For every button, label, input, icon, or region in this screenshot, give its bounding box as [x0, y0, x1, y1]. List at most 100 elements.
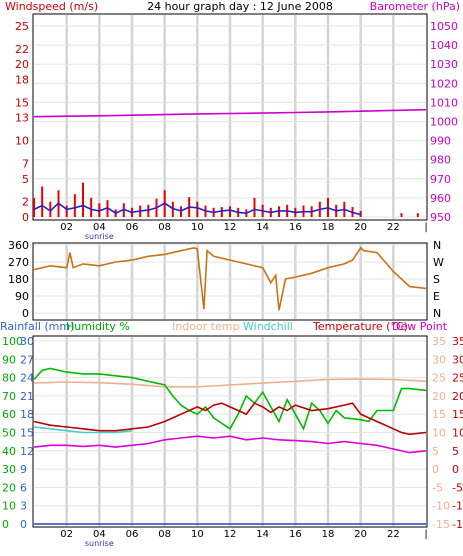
temperature-tick-label-right: 0: [452, 463, 459, 476]
temperature-tick-label-right: 5: [452, 445, 459, 458]
panel-wind-x-tick-label: 20: [354, 222, 367, 233]
temperature-tick-label-right: 35: [452, 335, 463, 348]
panel-temp-x-tick-label: 18: [322, 529, 335, 540]
panel-wind-x-tick-label: 16: [289, 222, 302, 233]
right-axis-title-barometer: Barometer (hPa): [370, 0, 460, 13]
humidity-tick-label: 100: [2, 335, 23, 348]
rainfall-tick-label: 27: [20, 353, 34, 366]
panel-temp-x-tick-label: 20: [354, 529, 367, 540]
windspeed-tick-label: 5: [22, 173, 29, 186]
rainfall-tick-label: 0: [20, 518, 27, 531]
temperature-tick-label-left: 35: [432, 335, 446, 348]
windspeed-tick-label: 2: [22, 196, 29, 209]
panel-wind-x-tick-mark: |: [424, 222, 427, 233]
legend-rainfall: Rainfall (mm): [0, 320, 74, 333]
panel-temp-x-tick-label: 14: [256, 529, 269, 540]
panel-temp-x-tick-label: 10: [191, 529, 204, 540]
windspeed-tick-label: 15: [15, 96, 29, 109]
temperature-tick-label-right: 15: [452, 408, 463, 421]
humidity-tick-label: 10: [2, 500, 16, 513]
compass-tick-label: E: [433, 290, 440, 303]
panel-temp-x-tick-label: 16: [289, 529, 302, 540]
humidity-tick-label: 60: [2, 408, 16, 421]
temperature-tick-label-left: -15: [432, 518, 450, 531]
barometer-tick-label: 1000: [430, 116, 458, 129]
rainfall-tick-label: 9: [20, 463, 27, 476]
panel-wind-x-tick-label: 12: [224, 222, 237, 233]
windspeed-tick-label: 10: [15, 135, 29, 148]
temperature-tick-label-left: 10: [432, 427, 446, 440]
barometer-tick-label: 1050: [430, 20, 458, 33]
humidity-tick-label: 40: [2, 445, 16, 458]
windspeed-tick-label: 20: [15, 58, 29, 71]
direction-tick-label: 360: [8, 239, 29, 252]
compass-tick-label: W: [433, 256, 444, 269]
panel-wind-x-tick-label: 18: [322, 222, 335, 233]
legend-windchill: Windchill: [243, 320, 293, 333]
temperature-tick-label-left: -10: [432, 500, 450, 513]
panel-wind-x-tick-label: 14: [256, 222, 269, 233]
panel-wind-x-tick-label: 22: [387, 222, 400, 233]
barometer-tick-label: 970: [430, 173, 451, 186]
temperature-tick-label-left: 15: [432, 408, 446, 421]
chart-title: 24 hour graph day : 12 June 2008: [147, 0, 333, 13]
barometer-tick-label: 1020: [430, 77, 458, 90]
panel-wind-x-tick-label: 02: [60, 222, 73, 233]
panel-temp-x-tick-label: 12: [224, 529, 237, 540]
panel-wind-x-tick-label: 06: [126, 222, 139, 233]
dew-point-line: [33, 435, 427, 454]
barometer-tick-label: 980: [430, 154, 451, 167]
rainfall-tick-label: 21: [20, 390, 34, 403]
legend-humidity: Humidity %: [66, 320, 130, 333]
windspeed-tick-label: 7: [22, 158, 29, 171]
panel-temp-x-tick-label: 02: [60, 529, 73, 540]
grid-lines: [34, 15, 426, 526]
legend-indoor-temp: Indoor temp: [172, 320, 239, 333]
data-series: [33, 108, 427, 525]
rainfall-tick-label: 18: [20, 408, 34, 421]
barometer-tick-label: 1040: [430, 39, 458, 52]
humidity-tick-label: 70: [2, 390, 16, 403]
left-axis-title-windspeed: Windspeed (m/s): [5, 0, 98, 13]
windchill-line: [33, 426, 133, 434]
windspeed-tick-label: 22: [15, 43, 29, 56]
legend-temperature: Temperature (°C): [312, 320, 408, 333]
humidity-tick-label: 30: [2, 463, 16, 476]
barometer-tick-label: 960: [430, 192, 451, 205]
rainfall-tick-label: 3: [20, 500, 27, 513]
rainfall-tick-label: 24: [20, 372, 34, 385]
rainfall-tick-label: 12: [20, 445, 34, 458]
panel-wind-x-tick-label: 10: [191, 222, 204, 233]
temperature-tick-label-left: 20: [432, 390, 446, 403]
humidity-tick-label: 90: [2, 353, 16, 366]
temperature-tick-label-left: 25: [432, 372, 446, 385]
temperature-tick-label-left: 0: [432, 463, 439, 476]
windspeed-tick-label: 25: [15, 20, 29, 33]
temperature-tick-label-right: -10: [452, 500, 463, 513]
panel-wind-x-tick-label: 04: [93, 222, 106, 233]
temperature-line: [33, 402, 427, 436]
rainfall-tick-label: 6: [20, 481, 27, 494]
legend-dew-point: Dew Point: [392, 320, 448, 333]
windspeed-line: [33, 202, 361, 216]
panel-temp-x-tick-mark: |: [424, 529, 427, 540]
panel-wind-x-tick-label: 08: [158, 222, 171, 233]
barometer-tick-label: 990: [430, 135, 451, 148]
humidity-tick-label: 0: [2, 518, 9, 531]
axis-ticks: 0257101315182022259509609709809901000101…: [2, 20, 463, 548]
humidity-tick-label: 80: [2, 372, 16, 385]
windspeed-tick-label: 13: [15, 112, 29, 125]
temperature-tick-label-right: -5: [452, 481, 463, 494]
panel-temp-x-tick-label: 22: [387, 529, 400, 540]
temperature-tick-label-left: -5: [432, 481, 443, 494]
direction-tick-label: 270: [8, 256, 29, 269]
temperature-tick-label-right: 30: [452, 353, 463, 366]
barometer-tick-label: 950: [430, 211, 451, 224]
direction-tick-label: 0: [22, 307, 29, 320]
panel-temp-sunrise-label: sunrise: [85, 539, 114, 548]
windspeed-tick-label: 18: [15, 73, 29, 86]
rainfall-tick-label: 30: [20, 335, 34, 348]
direction-tick-label: 90: [15, 290, 29, 303]
temperature-tick-label-left: 5: [432, 445, 439, 458]
